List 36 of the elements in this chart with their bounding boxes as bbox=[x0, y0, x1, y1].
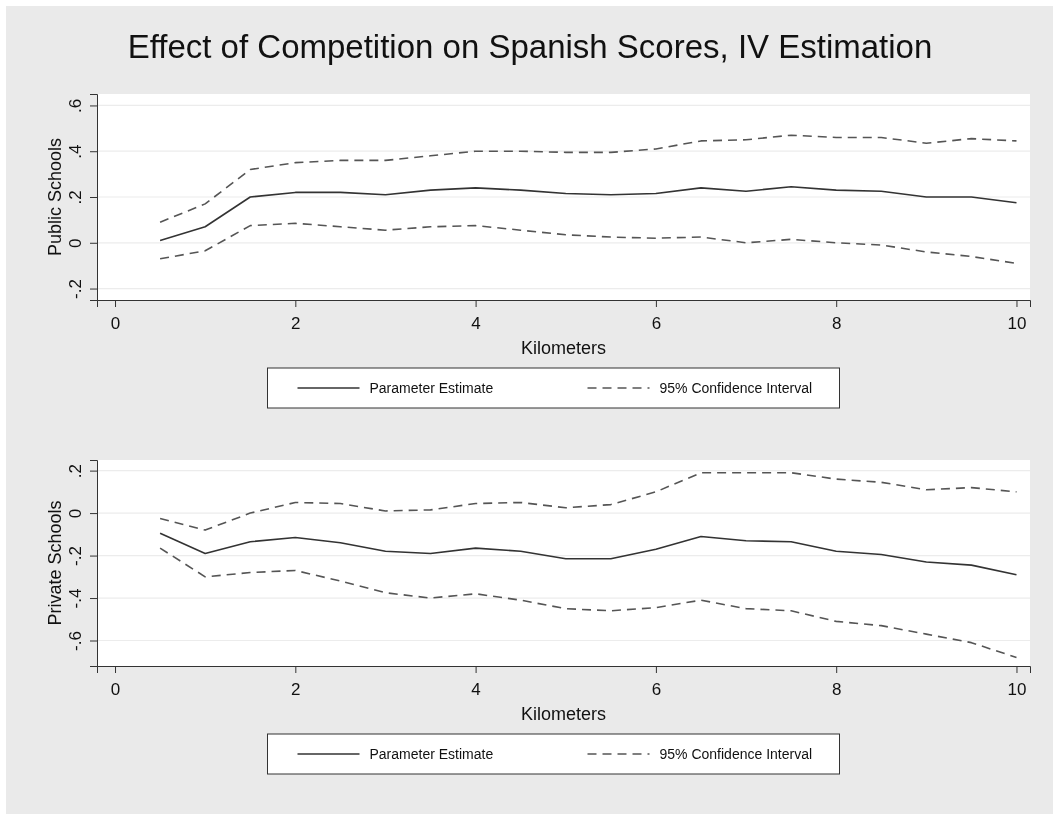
y-tick-label: .2 bbox=[66, 190, 85, 205]
legend-label: Parameter Estimate bbox=[369, 380, 494, 396]
x-tick-label: 2 bbox=[291, 679, 301, 699]
x-tick-label: 6 bbox=[651, 313, 662, 333]
y-tick-label: 0 bbox=[66, 238, 85, 249]
chart-title: Effect of Competition on Spanish Scores, IV Estimation bbox=[127, 28, 933, 65]
y-tick-label: .6 bbox=[66, 98, 85, 114]
x-tick-label: 0 bbox=[110, 679, 121, 699]
legend-label: Parameter Estimate bbox=[369, 746, 494, 762]
legend-label: 95% Confidence Interval bbox=[659, 380, 813, 396]
y-tick-label: -.2 bbox=[66, 279, 85, 299]
y-tick-label: -.4 bbox=[66, 588, 85, 609]
line-series bbox=[159, 471, 1018, 531]
x-tick-label: 8 bbox=[831, 313, 842, 333]
y-tick-label: -.2 bbox=[66, 546, 85, 566]
x-tick-label: 10 bbox=[1007, 313, 1027, 333]
x-tick-label: 2 bbox=[291, 313, 301, 333]
y-axis-title: Public Schools bbox=[45, 137, 65, 257]
y-tick-label: .4 bbox=[66, 144, 85, 159]
line-series bbox=[159, 134, 1018, 223]
y-tick-label: .2 bbox=[66, 464, 85, 479]
x-tick-label: 0 bbox=[110, 313, 121, 333]
y-tick-label: -.6 bbox=[66, 631, 85, 651]
x-axis-title: Kilometers bbox=[520, 704, 607, 724]
line-series bbox=[159, 532, 1018, 576]
x-axis-title: Kilometers bbox=[520, 338, 607, 358]
x-tick-label: 6 bbox=[651, 679, 662, 699]
y-axis-title: Private Schools bbox=[45, 500, 65, 626]
line-series bbox=[159, 547, 1018, 659]
x-tick-label: 4 bbox=[471, 313, 481, 333]
x-tick-label: 10 bbox=[1007, 679, 1027, 699]
y-tick-label: 0 bbox=[66, 508, 85, 519]
x-tick-label: 8 bbox=[831, 679, 842, 699]
line-series bbox=[159, 185, 1018, 242]
x-tick-label: 4 bbox=[471, 679, 481, 699]
legend-label: 95% Confidence Interval bbox=[659, 746, 813, 762]
